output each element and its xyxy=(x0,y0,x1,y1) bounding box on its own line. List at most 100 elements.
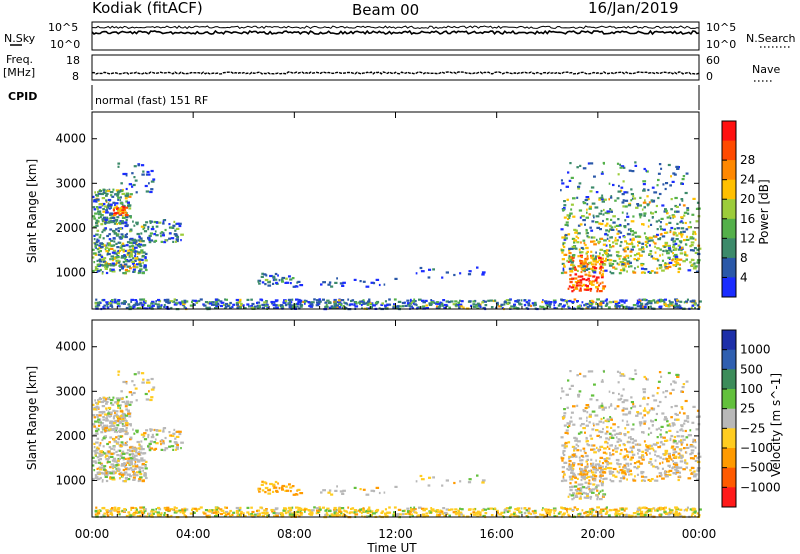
velocity-cell xyxy=(476,510,480,513)
power-cell xyxy=(672,215,676,218)
power-cell xyxy=(235,298,239,302)
velocity-cell xyxy=(680,443,683,446)
velocity-cell xyxy=(588,421,591,424)
velocity-cell xyxy=(619,452,622,455)
power-cell xyxy=(549,301,553,304)
velocity-cell xyxy=(661,507,665,510)
power-cell xyxy=(680,249,683,252)
power-cell xyxy=(584,243,587,247)
power-cell xyxy=(629,238,632,241)
velocity-cell xyxy=(123,471,128,474)
power-cell xyxy=(274,304,278,307)
velocity-cell xyxy=(93,408,97,411)
power-cell xyxy=(149,190,153,194)
velocity-cell xyxy=(668,423,671,426)
power-cell xyxy=(569,212,573,215)
velocity-cell xyxy=(616,447,619,450)
velocity-cell xyxy=(620,449,623,452)
power-cell xyxy=(590,236,594,239)
velocity-cell xyxy=(565,393,569,396)
velocity-cell xyxy=(643,396,646,399)
velocity-cell xyxy=(599,498,603,501)
velocity-cell xyxy=(335,509,338,512)
power-cell xyxy=(285,277,288,280)
power-cell xyxy=(419,266,423,270)
velocity-cell xyxy=(604,477,608,480)
power-cell xyxy=(294,285,299,288)
velocity-cell xyxy=(595,423,600,426)
velocity-cell xyxy=(574,485,578,488)
velocity-cell xyxy=(603,468,607,471)
velocity-cell xyxy=(567,495,570,498)
velocity-cell xyxy=(404,512,408,515)
power-cell xyxy=(648,219,651,222)
power-cell xyxy=(595,251,597,254)
power-cell xyxy=(694,306,696,310)
power-cell xyxy=(572,256,575,259)
velocity-cell xyxy=(209,514,211,517)
power-cell xyxy=(638,248,641,251)
velocity-cell xyxy=(540,513,545,516)
power-cell xyxy=(101,271,104,274)
power-cell xyxy=(690,241,695,244)
velocity-cell xyxy=(96,406,100,409)
power-cell xyxy=(639,254,643,257)
velocity-cell xyxy=(681,390,684,393)
velocity-cell xyxy=(204,509,209,512)
velocity-cell xyxy=(99,423,102,427)
velocity-cell xyxy=(601,489,604,492)
power-cell xyxy=(664,241,669,244)
power-cell xyxy=(163,304,166,307)
cpid-mode: normal (fast) 151 RF xyxy=(95,94,208,107)
power-cell xyxy=(619,166,623,169)
velocity-cell xyxy=(664,452,668,455)
power-cell xyxy=(565,301,568,304)
velocity-cell xyxy=(95,506,98,509)
power-cell xyxy=(113,256,117,259)
power-cell xyxy=(640,267,644,270)
power-cell xyxy=(151,304,155,307)
velocity-cell xyxy=(614,513,616,516)
velocity-cell xyxy=(315,512,320,515)
velocity-cell xyxy=(598,420,602,423)
velocity-cell xyxy=(523,512,526,515)
power-cell xyxy=(563,200,566,203)
velocity-cell xyxy=(683,422,686,425)
nsearch-tick-bottom: 10^0 xyxy=(706,38,736,51)
velocity-cell xyxy=(154,438,157,441)
velocity-cell xyxy=(687,434,691,437)
velocity-cell xyxy=(688,434,692,437)
velocity-cell xyxy=(215,506,218,509)
velocity-cell xyxy=(131,380,134,383)
velocity-cell xyxy=(155,442,159,445)
power-cell xyxy=(110,206,113,209)
velocity-cell xyxy=(98,397,103,401)
power-cell xyxy=(632,237,635,240)
velocity-cell xyxy=(163,513,166,517)
velocity-cell xyxy=(107,410,110,413)
power-cell xyxy=(671,259,674,262)
power-cell xyxy=(111,270,116,273)
power-cell xyxy=(561,251,564,254)
velocity-cell xyxy=(621,419,624,422)
power-cell xyxy=(691,304,695,307)
velocity-cell xyxy=(156,511,160,514)
velocity-cell xyxy=(419,474,423,478)
colorbar-swatch xyxy=(722,277,736,298)
velocity-cell xyxy=(674,508,677,511)
velocity-cell xyxy=(144,392,148,396)
velocity-cell xyxy=(610,418,613,421)
power-cell xyxy=(568,300,572,303)
power-cell xyxy=(132,268,136,271)
power-cell xyxy=(572,264,576,267)
power-cell xyxy=(615,304,619,307)
velocity-cell xyxy=(183,509,187,512)
velocity-cell xyxy=(605,465,607,468)
power-cell xyxy=(588,271,591,274)
power-cell xyxy=(569,281,573,284)
velocity-cell xyxy=(113,420,118,423)
power-cell xyxy=(108,220,112,223)
velocity-cell xyxy=(616,440,620,443)
power-cell xyxy=(421,299,425,302)
power-cell xyxy=(126,241,131,244)
